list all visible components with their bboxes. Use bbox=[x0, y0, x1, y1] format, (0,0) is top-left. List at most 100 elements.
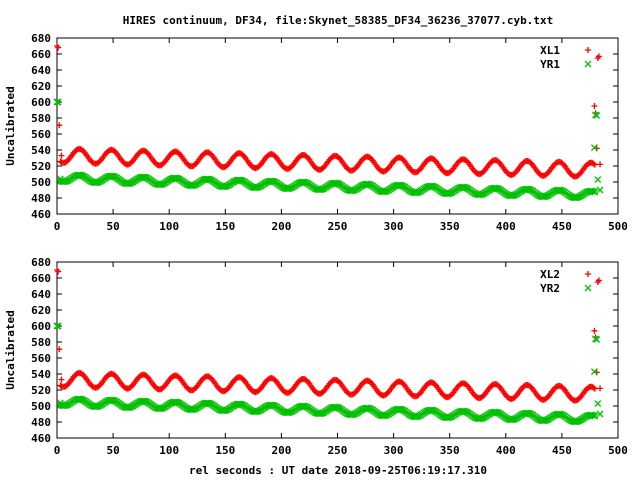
y-tick-label: 620 bbox=[31, 304, 51, 317]
data-point bbox=[597, 385, 604, 392]
data-point bbox=[585, 384, 592, 391]
data-point bbox=[594, 400, 602, 408]
data-point bbox=[53, 98, 61, 106]
data-point bbox=[595, 53, 602, 60]
data-point bbox=[552, 160, 559, 167]
y-tick-label: 480 bbox=[31, 416, 51, 429]
x-tick-label: 350 bbox=[440, 220, 460, 233]
data-point bbox=[457, 381, 464, 388]
data-point bbox=[56, 175, 64, 183]
x-tick-label: 350 bbox=[440, 444, 460, 457]
data-point bbox=[159, 161, 166, 168]
y-tick-label: 480 bbox=[31, 192, 51, 205]
y-tick-label: 600 bbox=[31, 320, 51, 333]
data-point bbox=[399, 379, 406, 386]
legend-marker bbox=[585, 271, 591, 277]
data-point bbox=[552, 384, 559, 391]
y-tick-label: 660 bbox=[31, 48, 51, 61]
legend-label: YR2 bbox=[540, 282, 560, 295]
data-point bbox=[383, 167, 390, 174]
y-tick-label: 580 bbox=[31, 336, 51, 349]
data-point bbox=[415, 167, 422, 174]
x-tick-label: 250 bbox=[328, 444, 348, 457]
data-point bbox=[473, 169, 480, 176]
y-tick-label: 460 bbox=[31, 208, 51, 221]
x-tick-label: 450 bbox=[552, 220, 572, 233]
data-point bbox=[543, 171, 550, 178]
data-point bbox=[591, 103, 598, 109]
chart-title: HIRES continuum, DF34, file:Skynet_58385… bbox=[123, 14, 553, 27]
data-point bbox=[591, 385, 598, 392]
y-tick-label: 520 bbox=[31, 384, 51, 397]
y-tick-label: 500 bbox=[31, 400, 51, 413]
bottom-panel: 460 480 500 520 540 560 580 600 620 640 660 680 0 50 1… bbox=[4, 256, 628, 457]
data-point bbox=[271, 152, 278, 159]
top-panel: 460 480 500 520 540 560 580 600 620 640 660 680 0 50 1… bbox=[4, 32, 628, 233]
y-tick-label: 680 bbox=[31, 32, 51, 45]
series-YR2 bbox=[53, 322, 604, 426]
data-point bbox=[345, 166, 352, 173]
data-point bbox=[593, 336, 601, 344]
data-point bbox=[591, 188, 599, 196]
data-point bbox=[159, 385, 166, 392]
data-point bbox=[494, 382, 501, 389]
y-tick-label: 560 bbox=[31, 352, 51, 365]
series-XL1 bbox=[54, 43, 604, 180]
data-point bbox=[568, 396, 575, 403]
data-point bbox=[590, 368, 598, 376]
legend-label: XL2 bbox=[540, 268, 560, 281]
data-point bbox=[367, 378, 374, 385]
legend-label: YR1 bbox=[540, 58, 560, 71]
y-tick-label: 600 bbox=[31, 96, 51, 109]
x-tick-label: 50 bbox=[106, 220, 119, 233]
y-tick-label: 520 bbox=[31, 160, 51, 173]
y-tick-label: 620 bbox=[31, 80, 51, 93]
data-point bbox=[494, 158, 501, 165]
data-point bbox=[169, 373, 176, 380]
data-point bbox=[457, 157, 464, 164]
x-tick-label: 250 bbox=[328, 220, 348, 233]
data-point bbox=[543, 395, 550, 402]
data-point bbox=[54, 322, 62, 330]
data-point bbox=[591, 327, 598, 334]
data-point bbox=[111, 147, 118, 154]
data-point bbox=[473, 393, 480, 400]
data-point bbox=[590, 160, 597, 167]
data-point bbox=[590, 144, 598, 152]
data-point bbox=[127, 160, 134, 167]
data-point bbox=[593, 112, 601, 120]
data-point bbox=[594, 176, 602, 184]
legend-marker bbox=[584, 284, 592, 292]
data-point bbox=[55, 268, 62, 275]
y-tick-label: 560 bbox=[31, 128, 51, 141]
data-point bbox=[255, 163, 262, 170]
data-point bbox=[596, 186, 604, 194]
data-point bbox=[255, 387, 262, 394]
y-tick-label: 660 bbox=[31, 272, 51, 285]
x-tick-label: 500 bbox=[608, 444, 628, 457]
data-point bbox=[58, 376, 65, 383]
data-point bbox=[568, 172, 575, 179]
data-point bbox=[383, 391, 390, 398]
x-tick-label: 400 bbox=[496, 220, 516, 233]
x-tick-label: 450 bbox=[552, 444, 572, 457]
y-tick-label: 580 bbox=[31, 112, 51, 125]
x-tick-label: 200 bbox=[271, 220, 291, 233]
data-point bbox=[169, 149, 176, 156]
data-point bbox=[313, 389, 320, 396]
data-point bbox=[297, 153, 304, 160]
data-point bbox=[287, 388, 294, 395]
y-tick-label: 460 bbox=[31, 432, 51, 445]
data-point bbox=[54, 98, 62, 106]
y-tick-label: 640 bbox=[31, 288, 51, 301]
data-point bbox=[441, 168, 448, 175]
data-point bbox=[143, 149, 150, 156]
data-point bbox=[56, 399, 64, 407]
data-point bbox=[585, 160, 592, 167]
data-point bbox=[329, 377, 336, 384]
data-point bbox=[53, 322, 61, 330]
data-point bbox=[590, 384, 597, 391]
data-point bbox=[415, 391, 422, 398]
x-tick-label: 500 bbox=[608, 220, 628, 233]
